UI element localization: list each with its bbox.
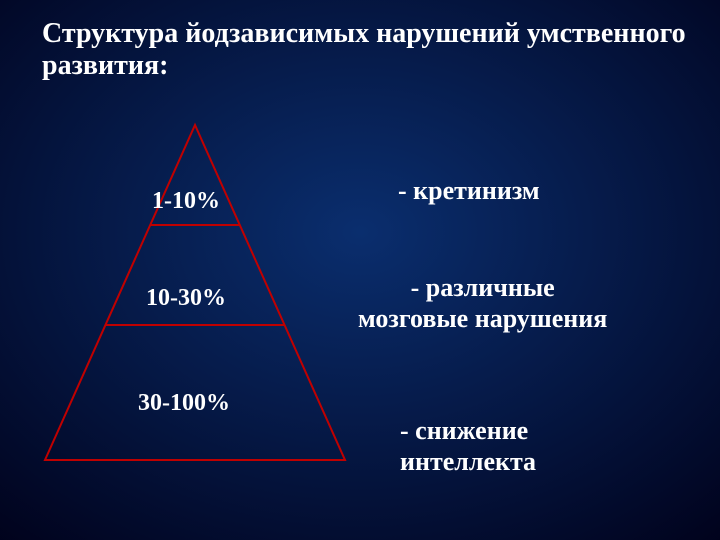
slide-title: Структура йодзависимых нарушений умствен… — [42, 18, 720, 82]
tier-bottom-desc: - снижение интеллекта — [400, 415, 536, 477]
tier-bottom-pct: 30-100% — [138, 390, 230, 417]
slide: Структура йодзависимых нарушений умствен… — [0, 0, 720, 540]
tier-top-desc: - кретинизм — [398, 175, 540, 206]
tier-top-pct: 1-10% — [152, 188, 220, 215]
tier-middle-pct: 10-30% — [146, 285, 226, 312]
tier-middle-desc: - различные мозговые нарушения — [358, 272, 607, 334]
